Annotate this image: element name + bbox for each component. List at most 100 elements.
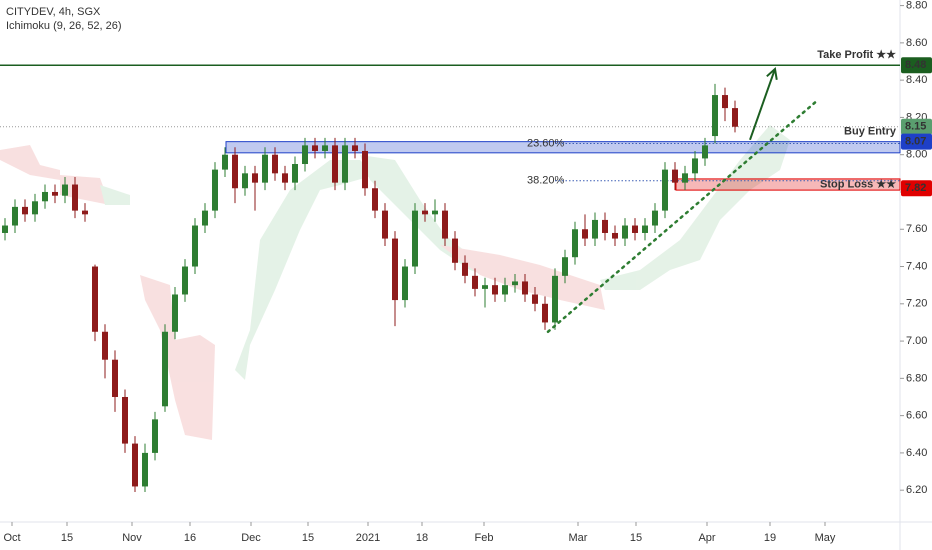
price-tag-label: 8.07 (905, 136, 926, 148)
candle-body (582, 229, 588, 239)
candle-body (142, 452, 148, 487)
candle-body (362, 150, 368, 189)
candle-body (162, 331, 168, 407)
candle-body (302, 145, 308, 165)
candle-body (342, 145, 348, 183)
candle-body (462, 262, 468, 276)
x-tick-label: 18 (416, 532, 428, 544)
candle-body (612, 232, 618, 239)
candle-body (522, 281, 528, 295)
candle-body (502, 285, 508, 295)
y-tick-label: 8.80 (906, 0, 927, 11)
candle-body (392, 238, 398, 301)
level-zone (675, 178, 901, 191)
candle-body (82, 210, 88, 215)
candle-body (562, 257, 568, 276)
candle-body (712, 95, 718, 137)
candle-body (252, 173, 258, 183)
candle-body (682, 173, 688, 183)
candle-body (532, 294, 538, 304)
y-tick-label: 7.00 (906, 335, 927, 347)
candle-body (242, 173, 248, 189)
y-tick-label: 6.40 (906, 447, 927, 459)
x-tick-label: 15 (61, 532, 73, 544)
candle-body (332, 145, 338, 183)
candle-body (112, 359, 118, 397)
level-label: Buy Entry (844, 126, 897, 138)
candle-body (722, 95, 728, 109)
x-tick-label: Feb (475, 532, 494, 544)
candle-body (512, 281, 518, 286)
candle-body (492, 285, 498, 295)
candle-body (632, 225, 638, 233)
candle-body (402, 266, 408, 301)
x-tick-label: Oct (3, 532, 20, 544)
x-tick-label: 19 (764, 532, 776, 544)
price-tag-label: 8.48 (905, 59, 926, 71)
y-tick-label: 8.00 (906, 149, 927, 161)
candle-body (172, 294, 178, 332)
fib-label: 38.20% (527, 175, 565, 187)
x-tick-label: Apr (698, 532, 715, 544)
candle-body (122, 396, 128, 444)
candle-body (412, 210, 418, 267)
y-tick-label: 7.60 (906, 223, 927, 235)
y-tick-label: 6.60 (906, 410, 927, 422)
y-tick-label: 6.20 (906, 484, 927, 496)
candle-body (702, 145, 708, 159)
candle-body (382, 210, 388, 239)
x-tick-label: Dec (241, 532, 261, 544)
candle-body (602, 219, 608, 233)
price-tag-label: 7.82 (905, 182, 926, 194)
candle-body (152, 419, 158, 453)
y-tick-label: 7.40 (906, 260, 927, 272)
candle-body (692, 158, 698, 174)
ichimoku-cloud (0, 125, 790, 440)
candle-body (192, 225, 198, 267)
candle-body (92, 266, 98, 332)
candle-body (12, 206, 18, 226)
candle-body (642, 225, 648, 233)
candle-body (22, 206, 28, 215)
price-tag-label: 8.15 (905, 121, 926, 133)
candle-body (542, 303, 548, 323)
candle-body (52, 191, 58, 196)
y-tick-label: 7.20 (906, 298, 927, 310)
price-tag (901, 57, 932, 74)
candle-body (652, 210, 658, 226)
candle-body (202, 210, 208, 226)
chart-title: CITYDEV, 4h, SGX (6, 6, 101, 18)
candle-body (132, 443, 138, 487)
candle-body (482, 285, 488, 289)
candle-body (442, 210, 448, 239)
candle-body (662, 169, 668, 211)
candle-body (672, 169, 678, 183)
candle-body (432, 210, 438, 215)
chart-subtitle: Ichimoku (9, 26, 52, 26) (6, 20, 122, 32)
fib-label: 23.60% (527, 137, 565, 149)
candle-body (422, 210, 428, 215)
candle-body (62, 184, 68, 196)
candle-body (372, 188, 378, 211)
candle-body (32, 201, 38, 215)
candle-body (292, 164, 298, 183)
candle-body (222, 154, 228, 170)
candle-body (592, 219, 598, 239)
x-tick-label: 15 (630, 532, 642, 544)
trendline (546, 101, 817, 334)
x-tick-label: 2021 (356, 532, 380, 544)
candle-body (102, 331, 108, 360)
candle-body (552, 275, 558, 323)
candle-body (622, 225, 628, 239)
level-zone (225, 141, 901, 154)
price-tag (901, 118, 932, 135)
candle-body (322, 145, 328, 151)
candle-body (2, 225, 8, 233)
candle-body (262, 154, 268, 183)
y-tick-label: 8.40 (906, 74, 927, 86)
candle-body (312, 145, 318, 151)
candle-body (182, 266, 188, 295)
y-tick-label: 6.80 (906, 372, 927, 384)
candle-body (732, 108, 738, 127)
